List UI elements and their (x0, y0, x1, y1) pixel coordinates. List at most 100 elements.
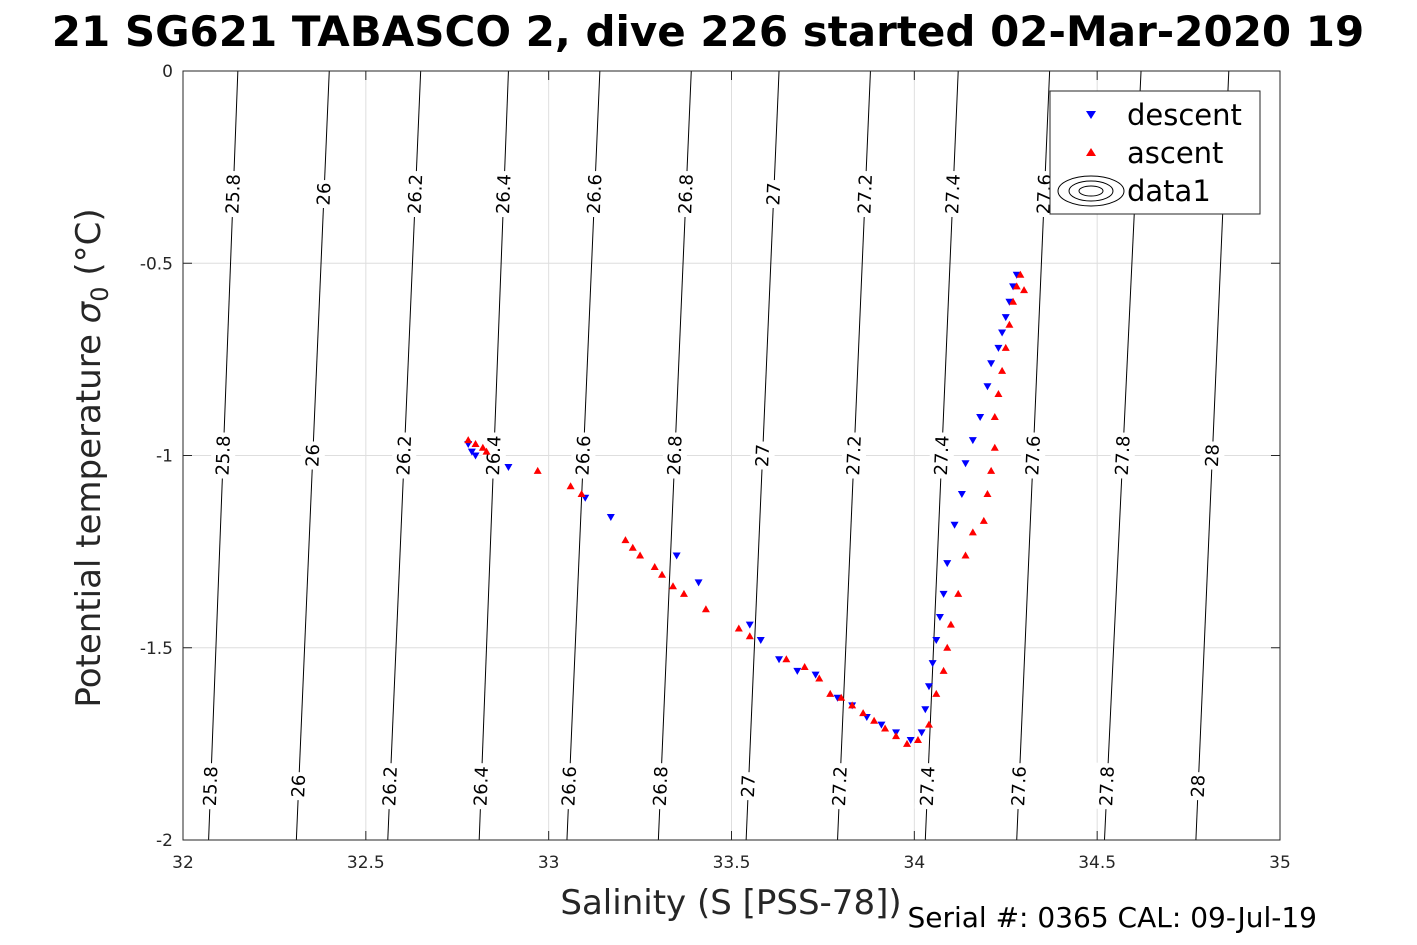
contour-label-27.8: 27.8 (1112, 435, 1135, 476)
contour-label-gap (735, 771, 762, 801)
ascent-point (566, 482, 575, 490)
ascent-point (946, 620, 955, 628)
ascent-point (679, 589, 688, 597)
ascent-point (800, 662, 809, 670)
descent-point (467, 448, 476, 456)
x-tick-label: 34.5 (1078, 853, 1116, 873)
descent-point (833, 694, 842, 702)
contour-label-gap (852, 170, 879, 218)
ascent-point (881, 724, 890, 732)
ascent-point (998, 366, 1007, 374)
ascent-point (961, 551, 970, 559)
ascent-point (464, 436, 473, 444)
legend-descent-marker (1086, 111, 1096, 119)
y-axis-label-unit: (°C) (69, 208, 109, 286)
ascent-point (983, 489, 992, 497)
y-tick-label: -0.5 (140, 254, 173, 274)
ascent-point (924, 720, 933, 728)
contour-label-26.4: 26.4 (483, 435, 506, 476)
x-axis-ticks: 32 32.5 33 33.5 34 34.5 35 (172, 71, 1291, 873)
contour-label-gap (311, 179, 337, 209)
x-tick-label: 35 (1269, 853, 1291, 873)
contour-label-26.2: 26.2 (379, 766, 402, 807)
descent-point (811, 671, 820, 679)
contour-label-27.2: 27.2 (854, 174, 877, 215)
contour-label-gap (647, 762, 674, 810)
contour-label-gap (300, 440, 326, 471)
contour-label-27.4: 27.4 (942, 174, 965, 215)
contour-label-gap (556, 762, 583, 810)
data-points (464, 270, 1029, 747)
contour-label-gap (468, 762, 495, 810)
contour-label-gap (914, 762, 941, 810)
contour-label-gap (377, 762, 404, 810)
descent-point (950, 521, 959, 529)
contour-label-gap (761, 179, 787, 209)
contour-label-27.2: 27.2 (843, 435, 866, 476)
descent-point (793, 667, 802, 675)
ascent-point (815, 674, 824, 682)
ascent-point (892, 732, 901, 740)
ascent-point (990, 413, 999, 421)
contour-label-gap (581, 170, 608, 218)
contour-label-gap (841, 432, 867, 479)
contour-label-gap (402, 170, 429, 218)
ascent-point (932, 689, 941, 697)
contour-label-26.8: 26.8 (650, 766, 673, 807)
contour-label-27.4: 27.4 (931, 435, 954, 476)
grid (183, 71, 1280, 840)
ascent-point (870, 716, 879, 724)
contour-label-gap (570, 432, 597, 479)
ascent-point (859, 709, 868, 717)
contour-label-26.2: 26.2 (393, 435, 416, 476)
ascent-point (734, 624, 743, 632)
ascent-point (994, 389, 1003, 397)
contour-label-gap (490, 170, 517, 218)
ascent-point (848, 701, 857, 709)
descent-point (983, 383, 992, 391)
ascent-point (650, 563, 659, 571)
descent-point (976, 414, 985, 422)
contour-label-26.8: 26.8 (675, 174, 698, 215)
descent-point (877, 721, 886, 729)
contour-label-25.8: 25.8 (200, 766, 223, 807)
contour-label-25.8: 25.8 (212, 435, 235, 476)
contour-label-gap (391, 432, 418, 479)
descent-point (672, 552, 681, 560)
ascent-point (987, 466, 996, 474)
descent-point (775, 656, 784, 664)
contour-label-gap (1020, 432, 1047, 479)
x-tick-label: 34 (904, 853, 926, 873)
ascent-point (990, 443, 999, 451)
x-axis-label: Salinity (S [PSS-78]) (560, 883, 901, 923)
descent-point (928, 660, 937, 668)
descent-point (939, 590, 948, 598)
serial-cal-footer: Serial #: 0365 CAL: 09-Jul-19 (907, 901, 1317, 934)
contour-label-gap (480, 432, 507, 479)
descent-point (998, 329, 1007, 337)
descent-point (1012, 271, 1021, 279)
ascent-point (628, 543, 637, 551)
descent-point (987, 360, 996, 368)
ascent-point (471, 439, 480, 447)
legend-box (1049, 90, 1261, 215)
contour-label-gap (661, 432, 688, 479)
descent-point (968, 437, 977, 445)
contour-label-27: 27 (763, 182, 785, 206)
y-tick-label: 0 (162, 62, 173, 82)
ascent-point (939, 666, 948, 674)
contour-label-27.6: 27.6 (1022, 435, 1045, 476)
ascent-point (533, 466, 542, 474)
descent-point (924, 683, 933, 691)
ascent-point (636, 551, 645, 559)
descent-point (921, 706, 930, 714)
legend: descent ascent data1 (1049, 90, 1261, 215)
chart-title: 21 SG621 TABASCO 2, dive 226 started 02-… (52, 7, 1364, 56)
descent-point (1009, 283, 1018, 291)
y-tick-label: -1 (156, 447, 173, 467)
y-tick-label: -2 (156, 831, 173, 851)
ascent-point (668, 582, 677, 590)
ascent-point (745, 632, 754, 640)
x-tick-label: 32.5 (347, 853, 385, 873)
y-axis-label-subscript: 0 (86, 286, 114, 301)
